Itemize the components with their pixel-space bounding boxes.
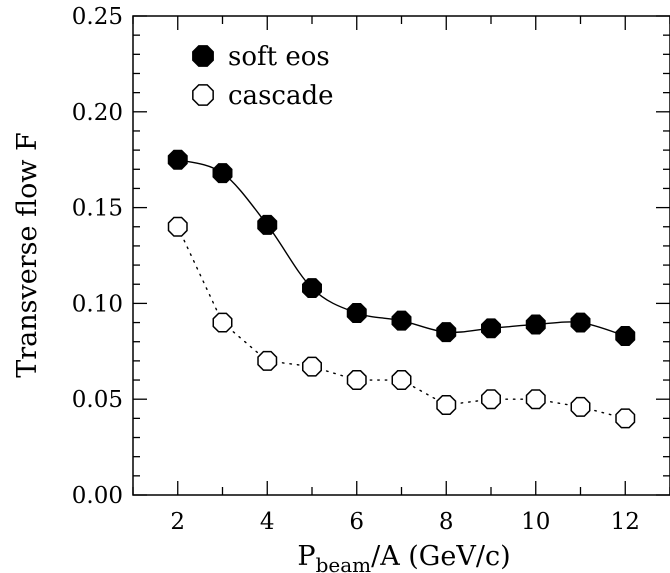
x-axis-title: Pbeam/A (GeV/c) xyxy=(297,541,510,573)
legend: soft eos cascade xyxy=(192,42,334,111)
x-tick-label: 6 xyxy=(349,509,364,535)
x-axis-title-main: P xyxy=(297,541,315,572)
y-tick-label: 0.25 xyxy=(72,4,123,30)
x-tick-label: 10 xyxy=(521,509,550,535)
y-tick-label: 0.20 xyxy=(72,100,123,126)
x-axis-title-rest: /A (GeV/c) xyxy=(371,541,511,572)
data-point xyxy=(302,356,322,377)
data-point xyxy=(391,370,412,391)
axis-ticks xyxy=(132,15,670,496)
data-point xyxy=(525,389,546,410)
data-point xyxy=(346,302,367,323)
x-tick-label: 12 xyxy=(611,509,640,535)
data-point xyxy=(167,149,188,170)
series-1 xyxy=(167,216,636,429)
data-point xyxy=(212,163,233,184)
data-point xyxy=(212,312,233,333)
data-point xyxy=(525,314,546,335)
legend-label: soft eos xyxy=(228,42,330,72)
data-point xyxy=(481,318,501,339)
y-tick-label: 0.10 xyxy=(72,291,123,317)
data-point xyxy=(570,396,591,417)
data-point xyxy=(167,216,188,237)
data-point xyxy=(257,350,278,371)
y-tick-label: 0.05 xyxy=(72,387,123,413)
y-tick-label: 0.15 xyxy=(72,196,123,222)
data-point xyxy=(257,214,278,235)
data-point xyxy=(436,394,457,415)
x-axis-title-subscript: beam xyxy=(316,553,372,573)
legend-label: cascade xyxy=(228,81,334,111)
data-point xyxy=(346,370,367,391)
series-0 xyxy=(167,149,636,346)
x-tick-label: 2 xyxy=(170,509,185,535)
data-point xyxy=(481,389,501,410)
x-tick-label: 8 xyxy=(439,509,454,535)
data-point xyxy=(615,325,636,346)
data-point xyxy=(302,278,322,299)
x-tick-label: 4 xyxy=(260,509,275,535)
legend-marker xyxy=(192,84,214,106)
data-point xyxy=(615,408,636,429)
axis-tick-labels: 2 4 6 8 10 12 0.00 0.05 0.10 0.15 0.20 0.25 xyxy=(72,4,640,535)
legend-marker xyxy=(192,45,214,67)
y-axis-title: Transverse flow F xyxy=(12,132,43,378)
y-tick-label: 0.00 xyxy=(72,483,123,509)
data-point xyxy=(570,312,591,333)
series-line xyxy=(177,159,626,337)
data-point xyxy=(391,310,412,331)
data-point xyxy=(436,322,457,343)
series-layer xyxy=(167,149,636,429)
plot-frame xyxy=(132,15,670,496)
